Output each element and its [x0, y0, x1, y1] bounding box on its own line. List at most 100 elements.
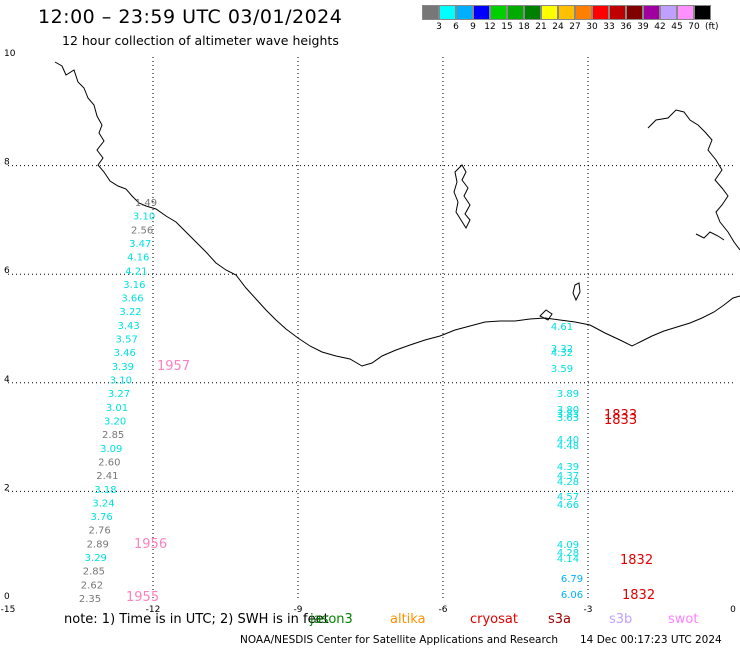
coastline-northeast [647, 109, 740, 251]
y-tick-label: 8 [4, 158, 10, 168]
coastline-island-a [453, 164, 471, 230]
track-value-label: 2.85 [102, 430, 124, 441]
track-value-label: 6.06 [561, 590, 583, 601]
x-tick-label: -15 [1, 605, 16, 615]
satellite-legend-altika: altika [390, 612, 426, 627]
y-tick-label: 10 [4, 49, 16, 59]
track-value-label: 3.43 [117, 321, 139, 332]
legend-swatch [541, 5, 558, 20]
track-value-label: 4.28 [557, 477, 579, 488]
track-value-label: 4.09 [557, 540, 579, 551]
track-value-label: 4.16 [127, 253, 149, 264]
track-value-label: 2.35 [79, 594, 101, 605]
pass-time-label: 1832 [620, 553, 653, 568]
legend-tick-label: 36 [620, 22, 632, 32]
note-text: note: 1) Time is in UTC; 2) SWH is in fe… [64, 612, 329, 627]
track-value-label: 3.10 [133, 212, 155, 223]
pass-time-label: 1832 [622, 588, 655, 603]
track-value-label: 4.32 [551, 348, 573, 359]
satellite-legend-swot: swot [668, 612, 699, 627]
track-value-label: 2.62 [81, 580, 103, 591]
track-value-label: 3.66 [121, 294, 143, 305]
x-tick-label: 0 [730, 605, 736, 615]
track-value-label: 3.24 [92, 498, 114, 509]
x-tick-label: -6 [439, 605, 448, 615]
track-value-label: 1.49 [135, 198, 157, 209]
track-value-label: 4.14 [557, 554, 579, 565]
track-value-label: 3.22 [119, 307, 141, 318]
y-tick-label: 2 [4, 483, 10, 493]
coastline [54, 61, 740, 367]
pass-time-label: 1833 [604, 413, 637, 428]
legend-swatch [660, 5, 677, 20]
track-value-label: 4.21 [125, 266, 147, 277]
legend-unit: (ft) [705, 22, 719, 32]
legend-tick-label: 21 [535, 22, 547, 32]
altimeter-track-values: 1.49 3.10 2.56 3.47 4.16 4.21 3.16 3.66 3.22 3.43… [79, 198, 583, 605]
track-right: 4.61 3.324.32 3.59 3.89 3.803.833.63 4.404.48… [551, 322, 583, 601]
track-left: 1.49 3.10 2.56 3.47 4.16 4.21 3.16 3.66 3.22 3.43… [79, 198, 157, 605]
map-subtitle: 12 hour collection of altimeter wave hei… [62, 33, 339, 48]
x-tick-label: -9 [294, 605, 303, 615]
grid-lines [8, 57, 733, 600]
coastline-northeast-b [695, 231, 725, 241]
y-tick-label: 0 [4, 592, 10, 602]
legend-swatch [592, 5, 609, 20]
track-value-label: 2.76 [89, 526, 111, 537]
satellite-legend-jason3: jason3 [310, 612, 353, 627]
track-value-label: 3.29 [85, 553, 107, 564]
track-value-label: 3.47 [129, 239, 151, 250]
x-tick-label: -3 [584, 605, 593, 615]
footer-credit: NOAA/NESDIS Center for Satellite Applica… [240, 634, 558, 646]
track-value-label: 3.46 [114, 348, 136, 359]
legend-swatch [507, 5, 524, 20]
satellite-legend-cryosat: cryosat [470, 612, 518, 627]
track-value-label: 4.39 [557, 462, 579, 473]
legend-swatch [575, 5, 592, 20]
track-value-label: 4.61 [551, 322, 573, 333]
legend-tick-label: 24 [552, 22, 564, 32]
track-value-label: 2.89 [87, 539, 109, 550]
legend-tick-label: 27 [569, 22, 581, 32]
coastline-island-b [572, 282, 581, 302]
coastline-island-c [539, 309, 553, 321]
legend-swatch [558, 5, 575, 20]
track-value-label: 3.63 [557, 413, 579, 424]
legend-swatch [694, 5, 711, 20]
map-title: 12:00 – 23:59 UTC 03/01/2024 [38, 6, 343, 28]
track-value-label: 3.57 [116, 335, 138, 346]
track-value-label: 4.28 [557, 548, 579, 559]
pass-time-label: 1957 [157, 359, 190, 374]
legend-tick-label: 30 [586, 22, 598, 32]
legend-tick-label: 39 [637, 22, 649, 32]
axis-labels: -15 -12 -9 -6 -3 0 0 2 4 6 8 10 [1, 49, 736, 615]
track-value-label: 3.32 [551, 344, 573, 355]
track-value-label: 3.10 [110, 376, 132, 387]
track-value-label: 4.57 [557, 492, 579, 503]
legend-swatch [609, 5, 626, 20]
x-tick-label: -12 [146, 605, 161, 615]
legend-swatch [456, 5, 473, 20]
track-value-label: 3.09 [100, 444, 122, 455]
track-value-label: 3.59 [551, 364, 573, 375]
y-tick-label: 4 [4, 375, 10, 385]
legend-tick-label: 3 [436, 22, 442, 32]
track-value-label: 3.89 [557, 389, 579, 400]
legend-tick-label: 6 [453, 22, 459, 32]
legend-swatch [490, 5, 507, 20]
legend-swatch [524, 5, 541, 20]
track-value-label: 2.56 [131, 225, 153, 236]
track-value-label: 4.66 [557, 500, 579, 511]
track-value-label: 3.01 [106, 403, 128, 414]
track-value-label: 4.48 [557, 441, 579, 452]
legend-tick-label: 15 [501, 22, 513, 32]
legend-swatch [677, 5, 694, 20]
legend-swatch [473, 5, 490, 20]
pass-time-label: 1955 [126, 590, 159, 605]
track-value-label: 3.83 [557, 409, 579, 420]
legend-tick-label: 33 [603, 22, 615, 32]
track-value-label: 4.40 [557, 435, 579, 446]
track-value-label: 3.16 [123, 280, 145, 291]
